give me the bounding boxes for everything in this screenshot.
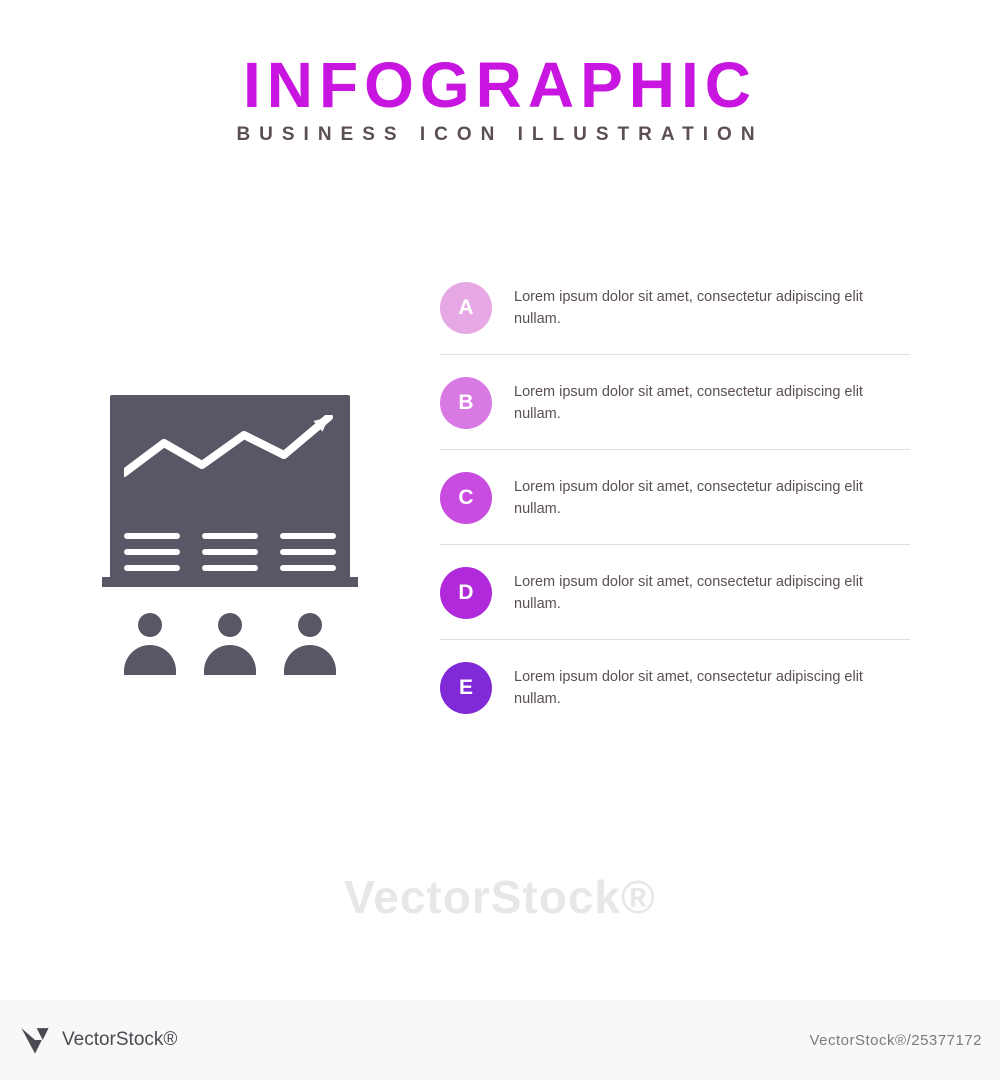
- step-badge: A: [440, 282, 492, 334]
- footer-image-id: VectorStock®/25377172: [809, 1032, 982, 1049]
- footer-brand-label: VectorStock®: [62, 1029, 177, 1051]
- board-text-line: [124, 549, 180, 555]
- step-item: D Lorem ipsum dolor sit amet, consectetur…: [440, 545, 910, 640]
- board-text-line: [280, 533, 336, 539]
- subtitle: BUSINESS ICON ILLUSTRATION: [0, 124, 1000, 146]
- step-text: Lorem ipsum dolor sit amet, consectetur …: [514, 662, 910, 711]
- step-badge: E: [440, 662, 492, 714]
- board-text-column: [202, 533, 258, 571]
- infographic-canvas: INFOGRAPHIC BUSINESS ICON ILLUSTRATION A…: [0, 0, 1000, 1000]
- board-text-lines-icon: [124, 533, 336, 571]
- person-head-icon: [218, 613, 242, 637]
- footer-bar: VectorStock® VectorStock®/25377172: [0, 1000, 1000, 1080]
- step-text: Lorem ipsum dolor sit amet, consectetur …: [514, 472, 910, 521]
- person-head-icon: [138, 613, 162, 637]
- board-text-line: [202, 533, 258, 539]
- step-text: Lorem ipsum dolor sit amet, consectetur …: [514, 282, 910, 331]
- vectorstock-logo-icon: [18, 1023, 52, 1057]
- person-head-icon: [298, 613, 322, 637]
- step-item: E Lorem ipsum dolor sit amet, consectetur…: [440, 640, 910, 734]
- step-item: B Lorem ipsum dolor sit amet, consectetur…: [440, 355, 910, 450]
- board-text-line: [202, 565, 258, 571]
- step-text: Lorem ipsum dolor sit amet, consectetur …: [514, 567, 910, 616]
- person-body-icon: [284, 645, 336, 675]
- footer-id-number: 25377172: [911, 1032, 982, 1049]
- step-badge: C: [440, 472, 492, 524]
- main-title: INFOGRAPHIC: [0, 48, 1000, 122]
- step-badge: B: [440, 377, 492, 429]
- board-text-column: [124, 533, 180, 571]
- person-icon: [281, 613, 339, 675]
- footer-brand: VectorStock®: [18, 1023, 177, 1057]
- steps-list: A Lorem ipsum dolor sit amet, consectetur…: [440, 260, 910, 734]
- step-text: Lorem ipsum dolor sit amet, consectetur …: [514, 377, 910, 426]
- audience-people-icon: [110, 613, 350, 675]
- header: INFOGRAPHIC BUSINESS ICON ILLUSTRATION: [0, 0, 1000, 146]
- board-text-line: [124, 533, 180, 539]
- person-icon: [121, 613, 179, 675]
- footer-brand-small: VectorStock®: [809, 1032, 906, 1049]
- board-text-line: [124, 565, 180, 571]
- person-icon: [201, 613, 259, 675]
- presentation-board-icon: [110, 395, 350, 585]
- step-badge: D: [440, 567, 492, 619]
- step-item: A Lorem ipsum dolor sit amet, consectetur…: [440, 260, 910, 355]
- board-text-line: [280, 549, 336, 555]
- board-text-line: [280, 565, 336, 571]
- board-text-line: [202, 549, 258, 555]
- board-text-column: [280, 533, 336, 571]
- person-body-icon: [204, 645, 256, 675]
- presentation-team-icon: [110, 395, 370, 675]
- board-inner: [124, 409, 336, 571]
- step-item: C Lorem ipsum dolor sit amet, consectetur…: [440, 450, 910, 545]
- person-body-icon: [124, 645, 176, 675]
- growth-arrow-chart-icon: [124, 415, 336, 495]
- watermark-text: VectorStock®: [344, 870, 656, 924]
